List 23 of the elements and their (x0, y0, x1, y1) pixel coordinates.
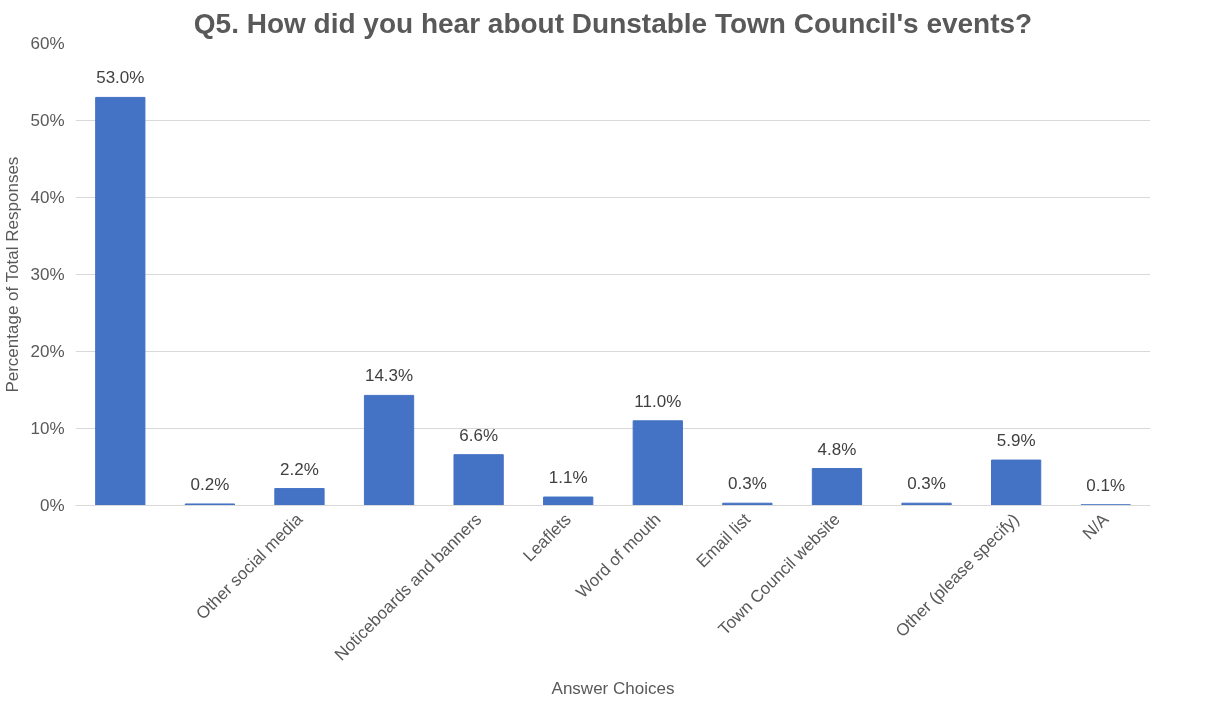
data-label: 0.1% (1086, 475, 1126, 495)
y-tick-label: 0% (39, 496, 65, 515)
data-label: 14.3% (364, 366, 414, 386)
data-label: 2.2% (280, 459, 319, 479)
data-label: 0.3% (728, 474, 767, 494)
y-tick-label: 20% (30, 342, 65, 361)
data-label: 53.0% (96, 68, 145, 88)
data-label: 1.1% (548, 468, 588, 488)
data-label: 6.6% (459, 425, 498, 445)
y-axis-title: Percentage of Total Responses (3, 156, 23, 393)
y-tick-label: 40% (30, 188, 65, 207)
data-label: 5.9% (996, 431, 1036, 451)
data-label: 11.0% (634, 391, 682, 411)
x-axis-title: Answer Choices (551, 678, 675, 698)
x-tick-label: N/A (1078, 509, 1113, 544)
y-tick-label: 30% (30, 265, 65, 284)
y-tick-label: 10% (30, 419, 65, 438)
y-tick-label: 50% (30, 111, 65, 130)
data-label: 0.2% (190, 474, 230, 494)
y-tick-label: 60% (30, 34, 65, 53)
data-label: 4.8% (817, 439, 857, 459)
data-label: 0.3% (907, 474, 946, 494)
chart-title: Q5. How did you hear about Dunstable Town Council's events? (193, 7, 1033, 39)
